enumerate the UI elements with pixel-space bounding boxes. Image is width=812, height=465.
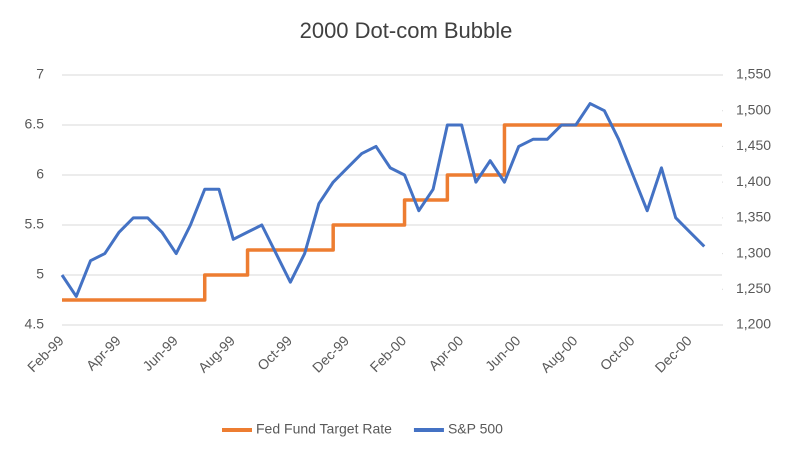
x-tick-label: Jun-99: [139, 332, 181, 374]
x-tick-label: Aug-00: [537, 332, 580, 375]
series-line: [62, 123, 722, 302]
x-tick-label: Dec-99: [309, 332, 352, 375]
y2-tick-label: 1,400: [736, 173, 771, 189]
y2-tick-label: 1,300: [736, 244, 771, 260]
x-tick-label: Dec-00: [652, 332, 695, 375]
series-line: [60, 102, 706, 298]
x-tick-label: Apr-99: [83, 332, 124, 373]
y-tick-label: 7: [36, 66, 44, 82]
y2-tick-label: 1,500: [736, 101, 771, 117]
y2-tick-label: 1,200: [736, 316, 771, 332]
x-tick-label: Apr-00: [425, 332, 466, 373]
y-tick-label: 5.5: [25, 216, 45, 232]
y2-tick-label: 1,450: [736, 137, 771, 153]
y2-tick-label: 1,550: [736, 66, 771, 82]
y2-tick-label: 1,250: [736, 280, 771, 296]
y-tick-label: 4.5: [25, 316, 45, 332]
y-tick-label: 6.5: [25, 116, 45, 132]
x-tick-label: Aug-99: [195, 332, 238, 375]
x-tick-label: Jun-00: [482, 332, 524, 374]
x-tick-label: Oct-00: [597, 332, 638, 373]
y-tick-label: 6: [36, 166, 44, 182]
legend-label: S&P 500: [448, 421, 503, 437]
legend-label: Fed Fund Target Rate: [256, 421, 392, 437]
chart-title: 2000 Dot-com Bubble: [300, 18, 513, 43]
x-tick-label: Feb-00: [367, 332, 410, 375]
x-tick-label: Feb-99: [24, 332, 67, 375]
y-tick-label: 5: [36, 266, 44, 282]
y2-tick-label: 1,350: [736, 209, 771, 225]
x-tick-label: Oct-99: [254, 332, 295, 373]
